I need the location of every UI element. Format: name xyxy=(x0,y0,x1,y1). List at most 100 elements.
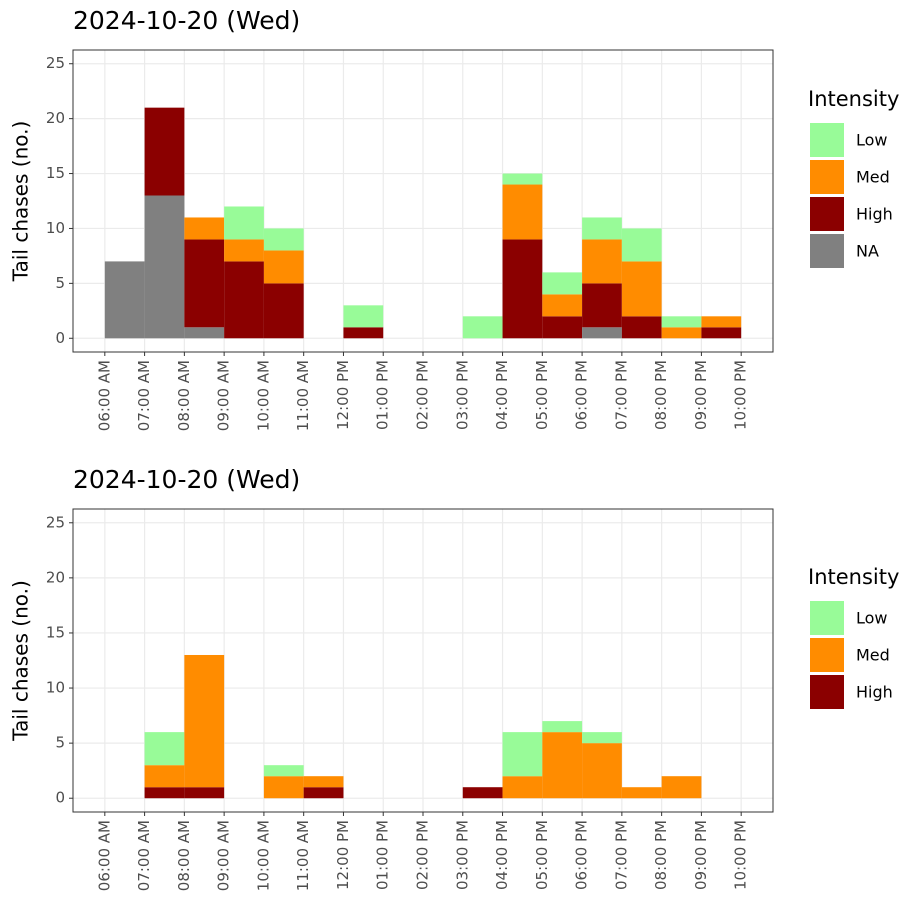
y-tick-label: 15 xyxy=(46,623,65,641)
x-tick-label: 10:00 PM xyxy=(732,360,750,430)
bar-segment xyxy=(582,283,622,328)
legend-title: Intensity xyxy=(808,565,899,589)
bar-segment xyxy=(582,327,622,339)
x-tick-label: 08:00 PM xyxy=(652,360,670,430)
bar-segment xyxy=(621,261,662,317)
bar-segment xyxy=(224,206,264,240)
x-tick-label: 05:00 PM xyxy=(533,360,551,430)
x-tick-label: 12:00 PM xyxy=(334,820,352,890)
bar-segment xyxy=(263,776,304,799)
bar-segment xyxy=(582,743,622,799)
x-tick-label: 08:00 AM xyxy=(175,360,193,431)
x-tick-label: 08:00 AM xyxy=(175,820,193,891)
bar-segment xyxy=(582,239,622,284)
bar-segment xyxy=(263,250,304,284)
x-tick-label: 07:00 PM xyxy=(612,360,630,430)
legend-label: Low xyxy=(856,609,888,628)
legend-key xyxy=(810,234,844,268)
bar-segment xyxy=(144,195,185,339)
bar-segment xyxy=(144,732,185,766)
bar-segment xyxy=(263,283,304,339)
bar-segment xyxy=(582,732,622,744)
legend-label: High xyxy=(856,683,893,702)
x-tick-label: 09:00 AM xyxy=(215,360,233,431)
x-tick-label: 05:00 PM xyxy=(533,820,551,890)
x-tick-label: 03:00 PM xyxy=(453,820,471,890)
bar-segment xyxy=(502,184,543,240)
bar-segment xyxy=(462,316,503,339)
legend-label: NA xyxy=(856,242,879,261)
bar-segment xyxy=(144,787,185,799)
panel-border xyxy=(72,508,774,813)
x-tick-label: 01:00 PM xyxy=(374,360,392,430)
legend-title: Intensity xyxy=(808,87,899,111)
bar-segment xyxy=(502,173,543,185)
bar-segment xyxy=(542,316,583,339)
x-tick-label: 10:00 PM xyxy=(732,820,750,890)
x-tick-label: 03:00 PM xyxy=(453,360,471,430)
bar-segment xyxy=(184,787,225,799)
y-tick-label: 0 xyxy=(55,329,65,347)
chart-title: 2024-10-20 (Wed) xyxy=(73,465,300,494)
bar-segment xyxy=(184,239,225,328)
y-tick-label: 20 xyxy=(46,109,65,127)
y-tick-label: 5 xyxy=(55,734,65,752)
y-tick-label: 10 xyxy=(46,679,65,697)
bar-segment xyxy=(502,239,543,339)
x-tick-label: 08:00 PM xyxy=(652,820,670,890)
y-axis-title: Tail chases (no.) xyxy=(9,121,33,283)
y-tick-label: 10 xyxy=(46,219,65,237)
x-tick-label: 07:00 AM xyxy=(135,360,153,431)
bar-segment xyxy=(621,316,662,339)
bar-segment xyxy=(462,787,503,799)
bar-segment xyxy=(343,305,384,328)
bar-segment xyxy=(661,316,702,328)
legend-key xyxy=(810,123,844,157)
x-tick-label: 07:00 AM xyxy=(135,820,153,891)
legend-label: Med xyxy=(856,168,890,187)
bar-segment xyxy=(343,327,384,339)
bar-segment xyxy=(263,765,304,777)
y-tick-label: 15 xyxy=(46,164,65,182)
x-tick-label: 01:00 PM xyxy=(374,820,392,890)
x-tick-label: 06:00 AM xyxy=(95,820,113,891)
x-tick-label: 09:00 PM xyxy=(692,820,710,890)
x-tick-label: 11:00 AM xyxy=(294,360,312,431)
x-tick-label: 09:00 AM xyxy=(215,820,233,891)
bar-segment xyxy=(144,765,185,788)
x-tick-label: 11:00 AM xyxy=(294,820,312,891)
x-tick-label: 10:00 AM xyxy=(254,360,272,431)
legend-key xyxy=(810,197,844,231)
panel-border xyxy=(72,49,774,353)
bar-segment xyxy=(224,239,264,262)
bar-segment xyxy=(224,261,264,339)
bar-segment xyxy=(303,776,344,788)
y-tick-label: 25 xyxy=(46,513,65,531)
y-tick-label: 0 xyxy=(55,789,65,807)
bar-segment xyxy=(104,261,145,339)
x-tick-label: 04:00 PM xyxy=(493,360,511,430)
bar-segment xyxy=(263,228,304,251)
bar-segment xyxy=(701,316,742,328)
legend-key xyxy=(810,160,844,194)
legend-key xyxy=(810,675,844,709)
y-tick-label: 5 xyxy=(55,274,65,292)
x-tick-label: 06:00 AM xyxy=(95,360,113,431)
legend-key xyxy=(810,638,844,672)
bar-segment xyxy=(502,732,543,777)
bar-segment xyxy=(542,732,583,799)
bar-segment xyxy=(303,787,344,799)
x-tick-label: 07:00 PM xyxy=(612,820,630,890)
bar-segment xyxy=(542,272,583,295)
x-tick-label: 06:00 PM xyxy=(573,360,591,430)
bar-segment xyxy=(542,294,583,317)
x-tick-label: 04:00 PM xyxy=(493,820,511,890)
x-tick-label: 06:00 PM xyxy=(573,820,591,890)
bar-segment xyxy=(621,228,662,262)
legend-label: Med xyxy=(856,646,890,665)
x-tick-label: 10:00 AM xyxy=(254,820,272,891)
x-tick-label: 12:00 PM xyxy=(334,360,352,430)
x-tick-label: 02:00 PM xyxy=(414,820,432,890)
y-axis-title: Tail chases (no.) xyxy=(9,580,33,742)
